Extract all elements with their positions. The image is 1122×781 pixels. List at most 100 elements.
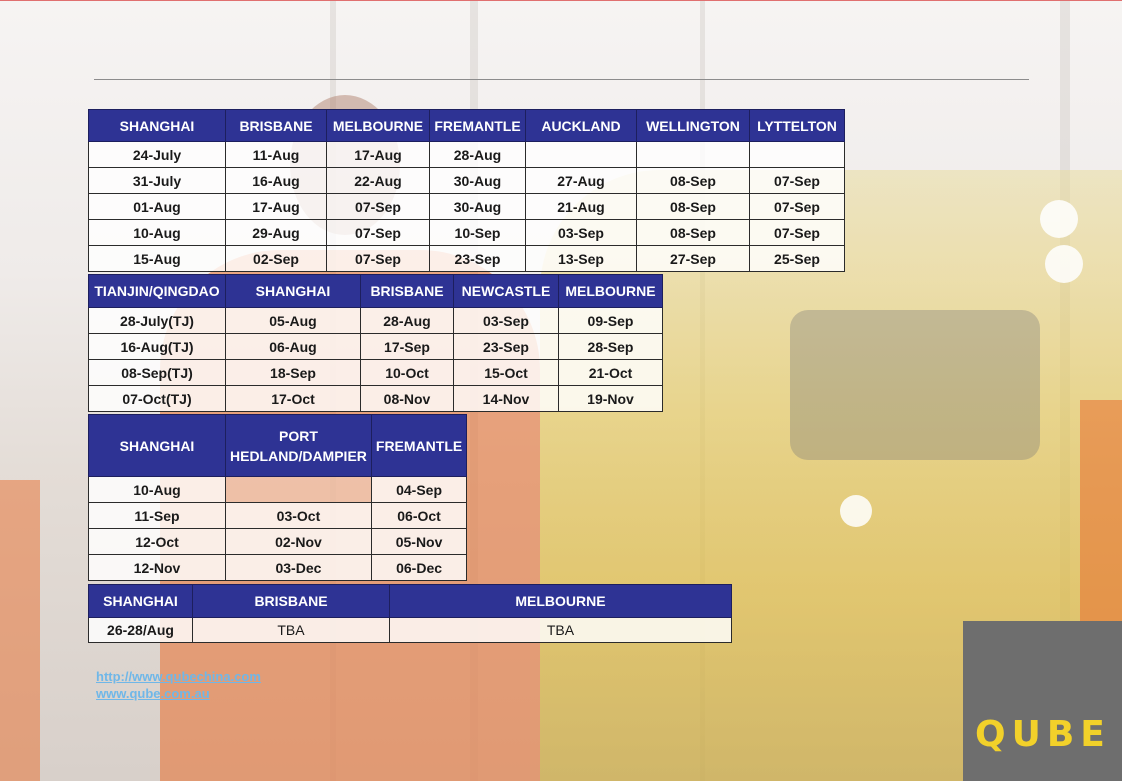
table-cell: 30-Aug bbox=[429, 193, 526, 220]
table-row: 07-Oct(TJ) 17-Oct 08-Nov 14-Nov 19-Nov bbox=[88, 385, 663, 412]
table-cell: 10-Aug bbox=[88, 219, 226, 246]
table-cell: 23-Sep bbox=[453, 333, 559, 360]
table-cell: 12-Nov bbox=[88, 554, 226, 581]
header-cell: SHANGHAI bbox=[88, 584, 193, 618]
table-cell: 28-July(TJ) bbox=[88, 307, 226, 334]
table-cell: 29-Aug bbox=[225, 219, 327, 246]
header-cell: MELBOURNE bbox=[558, 274, 663, 308]
table-cell: 03-Dec bbox=[225, 554, 372, 581]
table-cell bbox=[225, 476, 372, 503]
schedule-table-1: SHANGHAI BRISBANE MELBOURNE FREMANTLE AU… bbox=[88, 109, 845, 272]
table-cell: TBA bbox=[192, 617, 390, 643]
schedule-table-3: SHANGHAI PORT HEDLAND/DAMPIER FREMANTLE … bbox=[88, 414, 468, 581]
table-cell: 10-Oct bbox=[360, 359, 454, 386]
table-row: 24-July 11-Aug 17-Aug 28-Aug bbox=[88, 141, 845, 168]
header-cell: LYTTELTON bbox=[749, 109, 845, 142]
qube-link[interactable]: www.qube.com.au bbox=[96, 686, 210, 701]
table-cell: 30-Aug bbox=[429, 167, 526, 194]
header-cell: PORT HEDLAND/DAMPIER bbox=[225, 414, 372, 477]
table-cell: 28-Aug bbox=[360, 307, 454, 334]
table-cell: 17-Sep bbox=[360, 333, 454, 360]
table-cell: 02-Nov bbox=[225, 528, 372, 555]
table-cell: 09-Sep bbox=[558, 307, 663, 334]
header-cell: NEWCASTLE bbox=[453, 274, 559, 308]
table-cell: 28-Aug bbox=[429, 141, 526, 168]
table-cell: 23-Sep bbox=[429, 245, 526, 272]
table-header-row: SHANGHAI PORT HEDLAND/DAMPIER FREMANTLE bbox=[88, 414, 468, 477]
table-cell: 07-Sep bbox=[749, 219, 845, 246]
table-cell: 08-Sep(TJ) bbox=[88, 359, 226, 386]
table-cell: 31-July bbox=[88, 167, 226, 194]
table-cell: 07-Sep bbox=[749, 167, 845, 194]
table-cell: 07-Sep bbox=[326, 245, 430, 272]
table-cell: 07-Sep bbox=[326, 193, 430, 220]
table-cell: 17-Oct bbox=[225, 385, 361, 412]
schedule-table-2: TIANJIN/QINGDAO SHANGHAI BRISBANE NEWCAS… bbox=[88, 274, 663, 412]
header-cell: TIANJIN/QINGDAO bbox=[88, 274, 226, 308]
table-cell: 11-Aug bbox=[225, 141, 327, 168]
header-cell: MELBOURNE bbox=[326, 109, 430, 142]
table-cell: 28-Sep bbox=[558, 333, 663, 360]
table-cell: TBA bbox=[389, 617, 732, 643]
table-cell: 16-Aug bbox=[225, 167, 327, 194]
table-header-row: SHANGHAI BRISBANE MELBOURNE FREMANTLE AU… bbox=[88, 109, 845, 142]
table-cell: 04-Sep bbox=[370, 476, 468, 503]
table-cell: 13-Sep bbox=[525, 245, 637, 272]
table-cell bbox=[525, 141, 637, 168]
table-cell: 06-Aug bbox=[225, 333, 361, 360]
table-cell: 07-Sep bbox=[326, 219, 430, 246]
table-cell: 03-Sep bbox=[525, 219, 637, 246]
table-cell: 07-Oct(TJ) bbox=[88, 385, 226, 412]
table-cell: 18-Sep bbox=[225, 359, 361, 386]
table-cell: 11-Sep bbox=[88, 502, 226, 529]
table-cell: 06-Oct bbox=[370, 502, 468, 529]
table-cell: 08-Sep bbox=[636, 193, 750, 220]
header-cell: BRISBANE bbox=[192, 584, 390, 618]
table-cell: 19-Nov bbox=[558, 385, 663, 412]
table-cell: 05-Aug bbox=[225, 307, 361, 334]
qubechina-link[interactable]: http://www.qubechina.com bbox=[96, 669, 261, 684]
table-cell: 25-Sep bbox=[749, 245, 845, 272]
table-cell: 03-Sep bbox=[453, 307, 559, 334]
header-cell: AUCKLAND bbox=[525, 109, 637, 142]
table-cell: 17-Aug bbox=[326, 141, 430, 168]
table-row: 10-Aug 04-Sep bbox=[88, 476, 468, 503]
table-cell: 24-July bbox=[88, 141, 226, 168]
table-row: 01-Aug 17-Aug 07-Sep 30-Aug 21-Aug 08-Se… bbox=[88, 193, 845, 220]
table-cell: 06-Dec bbox=[370, 554, 468, 581]
header-cell: MELBOURNE bbox=[389, 584, 732, 618]
table-cell: 03-Oct bbox=[225, 502, 372, 529]
table-row: 28-July(TJ) 05-Aug 28-Aug 03-Sep 09-Sep bbox=[88, 307, 663, 334]
table-row: 12-Nov 03-Dec 06-Dec bbox=[88, 554, 468, 581]
table-cell bbox=[749, 141, 845, 168]
table-cell: 08-Nov bbox=[360, 385, 454, 412]
qube-logo: QUBE bbox=[975, 714, 1111, 755]
table-cell: 01-Aug bbox=[88, 193, 226, 220]
table-cell: 08-Sep bbox=[636, 167, 750, 194]
footer-links: http://www.qubechina.com www.qube.com.au bbox=[96, 668, 261, 702]
table-row: 15-Aug 02-Sep 07-Sep 23-Sep 13-Sep 27-Se… bbox=[88, 245, 845, 272]
table-row: 26-28/Aug TBA TBA bbox=[88, 617, 732, 643]
header-cell: BRISBANE bbox=[360, 274, 454, 308]
header-cell: SHANGHAI bbox=[88, 414, 226, 477]
table-cell: 10-Aug bbox=[88, 476, 226, 503]
header-divider bbox=[94, 79, 1029, 80]
header-cell: FREMANTLE bbox=[429, 109, 526, 142]
table-cell: 21-Aug bbox=[525, 193, 637, 220]
table-cell: 26-28/Aug bbox=[88, 617, 193, 643]
table-cell: 15-Aug bbox=[88, 245, 226, 272]
table-cell: 15-Oct bbox=[453, 359, 559, 386]
table-row: 31-July 16-Aug 22-Aug 30-Aug 27-Aug 08-S… bbox=[88, 167, 845, 194]
table-cell bbox=[636, 141, 750, 168]
table-cell: 21-Oct bbox=[558, 359, 663, 386]
header-cell: FREMANTLE bbox=[370, 414, 468, 477]
frame-top-border bbox=[0, 0, 1122, 1]
header-cell: SHANGHAI bbox=[225, 274, 361, 308]
table-cell: 22-Aug bbox=[326, 167, 430, 194]
table-header-row: SHANGHAI BRISBANE MELBOURNE bbox=[88, 584, 732, 618]
table-cell: 27-Sep bbox=[636, 245, 750, 272]
table-cell: 08-Sep bbox=[636, 219, 750, 246]
table-cell: 27-Aug bbox=[525, 167, 637, 194]
table-header-row: TIANJIN/QINGDAO SHANGHAI BRISBANE NEWCAS… bbox=[88, 274, 663, 308]
table-row: 11-Sep 03-Oct 06-Oct bbox=[88, 502, 468, 529]
